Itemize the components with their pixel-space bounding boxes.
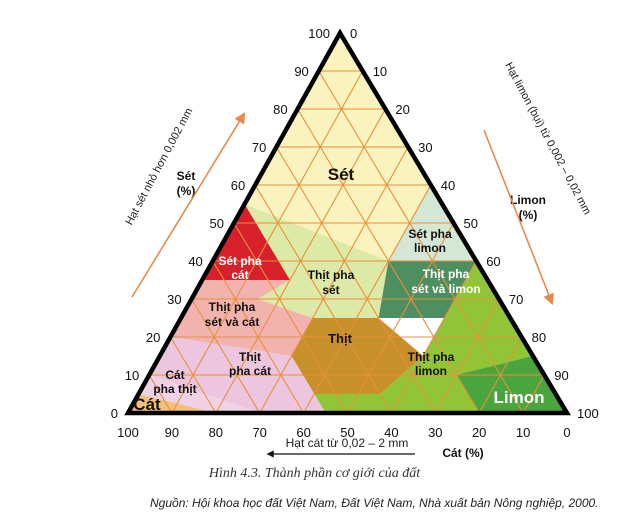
label-set-pha-limon-1: Sét pha — [408, 227, 452, 241]
grid-line-silt — [478, 336, 523, 414]
tick-clay-left: 70 — [252, 140, 266, 155]
left-axis-arrow — [131, 112, 246, 298]
tick-clay-left: 80 — [273, 102, 287, 117]
label-set-pha-limon-2: limon — [414, 241, 446, 255]
tick-silt-right: 60 — [486, 254, 500, 269]
left-axis-title-1: Sét — [177, 169, 196, 183]
tick-silt-right: 50 — [464, 216, 478, 231]
label-thit-pha-set-va-cat-2: sét và cát — [205, 315, 260, 329]
figure-source: Nguồn: Hội khoa học đất Việt Nam, Đất Vi… — [150, 496, 599, 510]
label-set-pha-cat-2: cát — [231, 268, 248, 282]
tick-sand-bottom: 80 — [209, 425, 223, 440]
grid-line-sand — [169, 336, 217, 414]
tick-sand-bottom: 50 — [340, 425, 354, 440]
tick-clay-left: 10 — [125, 368, 139, 383]
region-cat-pha-thit — [138, 375, 260, 413]
left-axis-title-2: (%) — [177, 184, 196, 198]
right-axis-title-2: (%) — [519, 208, 538, 222]
label-thit-pha-set-va-limon-1: Thịt pha — [423, 267, 470, 281]
grid-line-silt — [347, 222, 454, 414]
label-set-pha-cat-1: Sét pha — [218, 254, 262, 268]
tick-silt-right: 70 — [509, 292, 523, 307]
label-limon: Limon — [494, 388, 545, 407]
grid-line-sand — [275, 146, 436, 414]
label-thit-pha-cat-2: pha cát — [229, 364, 271, 378]
tick-clay-left: 40 — [188, 254, 202, 269]
label-thit: Thịt — [328, 331, 352, 346]
tick-silt-right: 90 — [554, 368, 568, 383]
tick-clay-left: 20 — [146, 330, 160, 345]
tick-silt-right: 10 — [373, 64, 387, 79]
tick-clay-left: 60 — [231, 178, 245, 193]
tick-clay-left: 100 — [308, 26, 330, 41]
label-cat-pha-thit-1: Cát — [165, 368, 184, 382]
bottom-arrow-label: Hạt cát từ 0,02 – 2 mm — [286, 436, 409, 450]
grid-line-sand — [318, 70, 524, 414]
label-thit-pha-set-1: Thịt pha — [308, 268, 355, 282]
grid-line-silt — [171, 70, 364, 414]
label-thit-pha-set-va-limon-2: sét và limon — [411, 282, 480, 296]
label-cat: Cát — [133, 395, 161, 414]
tick-sand-bottom: 20 — [472, 425, 486, 440]
label-thit-pha-cat-1: Thịt — [239, 350, 261, 364]
tick-sand-bottom: 40 — [384, 425, 398, 440]
right-axis-title-1: Limon — [510, 193, 546, 207]
label-thit-pha-set-va-cat-1: Thịt pha — [209, 300, 256, 314]
grid-line-silt — [434, 298, 500, 414]
label-thit-pha-limon-1: Thịt pha — [408, 350, 455, 364]
tick-sand-bottom: 0 — [563, 425, 570, 440]
triangle-outline — [124, 28, 571, 416]
grid-line-sand — [233, 222, 348, 414]
label-cat-pha-thit-2: pha thịt — [153, 382, 196, 396]
grid-lines — [148, 70, 545, 414]
region-cat — [128, 394, 216, 413]
figure-caption: Hình 4.3. Thành phần cơ giới của đất — [208, 466, 421, 481]
tick-sand-bottom: 60 — [296, 425, 310, 440]
grid-line-sand — [148, 374, 173, 414]
bottom-axis-title: Cát (%) — [442, 446, 483, 460]
tick-clay-left: 90 — [294, 64, 308, 79]
tick-sand-bottom: 90 — [165, 425, 179, 440]
tick-silt-right: 0 — [350, 26, 357, 41]
tick-silt-right: 100 — [577, 406, 599, 421]
right-axis-arrow — [483, 129, 554, 306]
tick-clay-left: 50 — [210, 216, 224, 231]
tick-silt-right: 80 — [532, 330, 546, 345]
grid-line-silt — [522, 374, 545, 414]
tick-clay-left: 30 — [167, 292, 181, 307]
label-set: Sét — [328, 165, 355, 184]
grid-line-sand — [191, 298, 261, 414]
grid-line-silt — [259, 146, 409, 414]
label-thit-pha-limon-2: limon — [415, 364, 447, 378]
grid-line-silt — [390, 260, 477, 414]
tick-sand-bottom: 30 — [428, 425, 442, 440]
tick-sand-bottom: 10 — [516, 425, 530, 440]
grid-line-sand — [212, 260, 305, 414]
tick-sand-bottom: 70 — [252, 425, 266, 440]
label-thit-pha-set-2: sét — [322, 283, 339, 297]
tick-silt-right: 30 — [418, 140, 432, 155]
tick-clay-left: 0 — [111, 406, 118, 421]
tick-silt-right: 40 — [441, 178, 455, 193]
left-rotated-label: Hạt sét nhỏ hơn 0,002 mm — [123, 106, 195, 227]
tick-sand-bottom: 100 — [117, 425, 139, 440]
tick-silt-right: 20 — [395, 102, 409, 117]
